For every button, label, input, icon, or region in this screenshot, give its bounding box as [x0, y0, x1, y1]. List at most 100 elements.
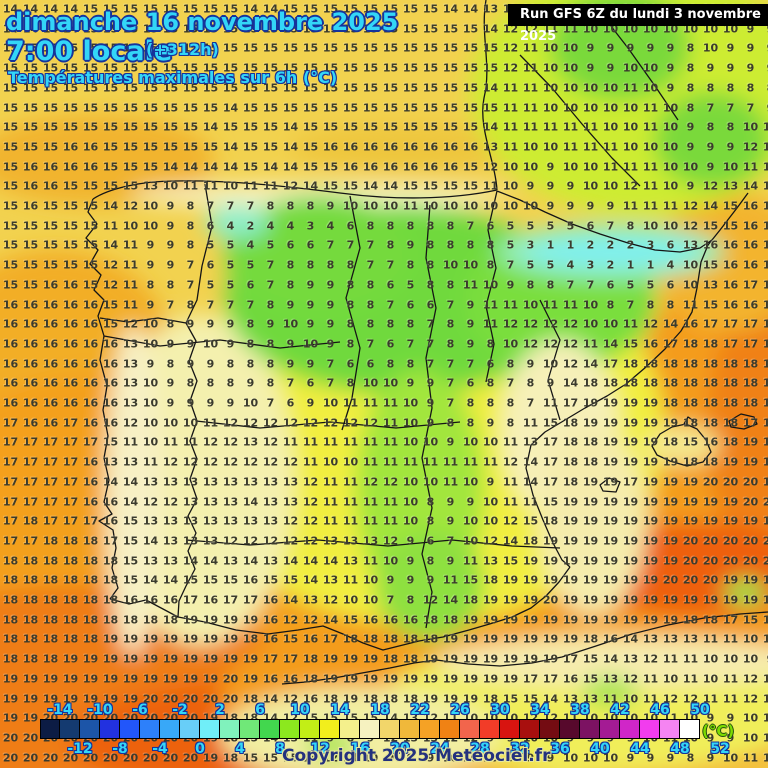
temp-value: 12 — [563, 357, 578, 370]
temp-value: 15 — [103, 160, 118, 173]
temp-value: 17 — [83, 515, 98, 528]
temp-value: 18 — [343, 633, 358, 646]
temp-value: 15 — [143, 160, 158, 173]
temp-value: 7 — [387, 594, 395, 607]
temp-value: 14 — [563, 377, 578, 390]
temp-value: 19 — [243, 613, 258, 626]
temp-value: 18 — [723, 416, 738, 429]
temp-value: 15 — [323, 101, 338, 114]
temp-value: 13 — [123, 397, 138, 410]
temp-value: 10 — [383, 200, 398, 213]
temp-value: 6 — [467, 377, 475, 390]
temp-value: 15 — [3, 278, 18, 291]
temp-value: 16 — [323, 140, 338, 153]
temp-value: 12 — [523, 318, 538, 331]
temp-value: 12 — [763, 712, 768, 725]
temp-value: 19 — [603, 594, 618, 607]
temp-value: 12 — [363, 475, 378, 488]
temp-value: 10 — [503, 160, 518, 173]
temp-value: 18 — [583, 456, 598, 469]
temp-value: 13 — [123, 456, 138, 469]
temp-region — [723, 578, 767, 606]
temp-value: 19 — [603, 397, 618, 410]
temp-value: 20 — [203, 692, 218, 705]
temp-value: 9 — [647, 751, 655, 764]
temp-value: 10 — [583, 81, 598, 94]
temp-value: 15 — [343, 42, 358, 55]
temp-value: 19 — [623, 574, 638, 587]
temp-value: 11 — [363, 515, 378, 528]
temp-value: 11 — [443, 456, 458, 469]
temp-value: 11 — [183, 180, 198, 193]
temp-value: 16 — [203, 594, 218, 607]
temp-value: 18 — [643, 357, 658, 370]
temp-value: 13 — [163, 534, 178, 547]
temp-value: 7 — [707, 101, 715, 114]
temp-value: 13 — [183, 534, 198, 547]
temp-value: 15 — [463, 121, 478, 134]
temp-value: 16 — [723, 298, 738, 311]
temp-value: 12 — [203, 456, 218, 469]
temp-value: 10 — [423, 475, 438, 488]
temp-value: 10 — [583, 180, 598, 193]
temp-value: 9 — [707, 140, 715, 153]
temp-value: 8 — [387, 239, 395, 252]
temp-value: 13 — [163, 475, 178, 488]
temp-value: 16 — [23, 397, 38, 410]
temp-value: 19 — [583, 554, 598, 567]
temp-value: 10 — [283, 318, 298, 331]
temp-value: 7 — [747, 101, 755, 114]
temp-value: 19 — [583, 534, 598, 547]
temp-value: 20 — [703, 534, 718, 547]
temp-value: 8 — [447, 337, 455, 350]
colorbar-tick-label: 2 — [215, 702, 225, 718]
temp-value: 10 — [363, 594, 378, 607]
temp-value: 20 — [23, 751, 38, 764]
temp-value: 20 — [143, 692, 158, 705]
temp-value: 15 — [3, 62, 18, 75]
temp-value: 15 — [423, 62, 438, 75]
temp-value: 19 — [223, 633, 238, 646]
temp-value: 7 — [267, 278, 275, 291]
temp-value: 15 — [103, 318, 118, 331]
temp-value: 15 — [143, 3, 158, 16]
temp-value: 14 — [743, 180, 758, 193]
temp-value: 14 — [303, 180, 318, 193]
temp-value: 14 — [463, 3, 478, 16]
temp-value: 7 — [207, 200, 215, 213]
temp-value: 15 — [243, 42, 258, 55]
temp-value: 9 — [527, 180, 535, 193]
temp-value: 9 — [307, 298, 315, 311]
temp-value: 12 — [303, 613, 318, 626]
temp-value: 11 — [363, 436, 378, 449]
temp-value: 15 — [103, 101, 118, 114]
temp-value: 9 — [467, 318, 475, 331]
temp-value: 10 — [363, 377, 378, 390]
temp-value: 19 — [663, 554, 678, 567]
temp-value: 14 — [203, 160, 218, 173]
temp-value: 8 — [427, 554, 435, 567]
temp-value: 18 — [563, 416, 578, 429]
temp-value: 16 — [743, 239, 758, 252]
temp-value: 18 — [23, 633, 38, 646]
temp-value: 15 — [403, 62, 418, 75]
temp-value: 19 — [603, 495, 618, 508]
temp-value: 19 — [663, 515, 678, 528]
temp-value: 9 — [407, 554, 415, 567]
temp-value: 8 — [267, 200, 275, 213]
temp-value: 16 — [103, 495, 118, 508]
temp-value: 15 — [483, 42, 498, 55]
temp-value: 11 — [663, 653, 678, 666]
temp-value: 10 — [383, 554, 398, 567]
temp-value: 12 — [103, 259, 118, 272]
temp-value: 15 — [23, 101, 38, 114]
temp-value: 11 — [623, 81, 638, 94]
temp-value: 14 — [603, 337, 618, 350]
temp-value: 11 — [523, 42, 538, 55]
temp-value: 12 — [543, 318, 558, 331]
temp-value: 10 — [143, 436, 158, 449]
temp-value: 16 — [43, 160, 58, 173]
temp-value: 5 — [547, 259, 555, 272]
temp-value: 15 — [423, 121, 438, 134]
temp-value: 18 — [83, 613, 98, 626]
